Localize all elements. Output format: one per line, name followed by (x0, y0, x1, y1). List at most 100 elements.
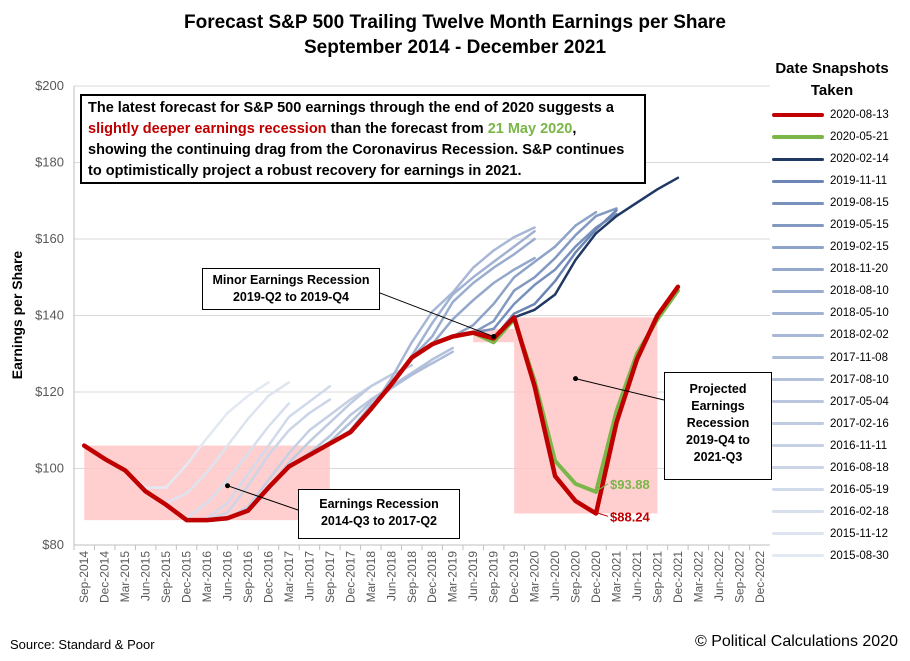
y-tick-label: $140 (35, 308, 64, 323)
legend-label: 2018-08-10 (830, 285, 889, 298)
x-tick-label: Sep-2014 (77, 551, 91, 603)
x-tick-label: Mar-2016 (200, 551, 214, 603)
legend-item-2018-02-02: 2018-02-02 (772, 324, 889, 346)
annotation-pointer-dot (225, 483, 231, 489)
legend-item-2019-08-15: 2019-08-15 (772, 192, 889, 214)
legend-item-2019-05-15: 2019-05-15 (772, 214, 889, 236)
legend-label: 2016-11-11 (830, 439, 888, 452)
annotation-line: Recession (686, 416, 750, 430)
legend-item-2016-05-19: 2016-05-19 (772, 479, 889, 501)
y-axis-label: Earnings per Share (9, 251, 25, 380)
legend-swatch (772, 488, 824, 492)
x-tick-label: Sep-2017 (323, 551, 337, 603)
x-tick-label: Mar-2019 (446, 551, 460, 603)
x-tick-label: Sep-2018 (405, 551, 419, 603)
annotation-line: 2021-Q3 (693, 450, 743, 464)
subtitle-line: September 2014 - December 2021 (303, 37, 607, 58)
x-tick-label: Jun-2018 (384, 551, 398, 601)
x-tick-label: Dec-2017 (343, 551, 357, 603)
annotation-line: Earnings Recession (319, 497, 439, 511)
legend-item-2018-08-10: 2018-08-10 (772, 280, 889, 302)
x-tick-label: Sep-2021 (650, 551, 664, 603)
legend-swatch (772, 510, 824, 514)
legend-label: 2017-11-08 (830, 351, 888, 364)
legend-label: 2015-11-12 (830, 527, 888, 540)
legend-item-2015-08-30: 2015-08-30 (772, 545, 889, 567)
x-tick-label: Dec-2015 (180, 551, 194, 603)
annotation-line: Earnings (691, 399, 745, 413)
y-tick-label: $160 (35, 231, 64, 246)
y-tick-label: $80 (42, 537, 64, 552)
legend-swatch (772, 201, 824, 205)
legend-swatch (772, 113, 824, 118)
annotation-line: Projected (689, 382, 747, 396)
legend-label: 2018-02-02 (830, 329, 889, 342)
legend-label: 2019-08-15 (830, 197, 889, 210)
legend-item-2020-02-14: 2020-02-14 (772, 148, 889, 170)
callout-text-2: than the forecast from (326, 121, 488, 137)
x-tick-label: Mar-2015 (118, 551, 132, 603)
legend-swatch (772, 289, 824, 293)
recession-region (84, 445, 330, 521)
x-tick-label: Mar-2018 (364, 551, 378, 603)
legend-swatch (772, 179, 824, 183)
callout-green-text: 21 May 2020 (487, 121, 573, 137)
legend-item-2019-11-11: 2019-11-11 (772, 170, 889, 192)
legend-swatch (772, 267, 824, 271)
x-tick-label: Dec-2022 (753, 551, 767, 603)
legend-swatch (772, 554, 824, 558)
legend-label: 2017-05-04 (830, 395, 889, 408)
legend-swatch (772, 356, 824, 360)
legend-item-2016-11-11: 2016-11-11 (772, 435, 889, 457)
legend-item-2017-08-10: 2017-08-10 (772, 369, 889, 391)
legend-label: 2019-02-15 (830, 241, 889, 254)
y-tick-label: $180 (35, 155, 64, 170)
legend-item-2019-02-15: 2019-02-15 (772, 236, 889, 258)
x-tick-label: Jun-2017 (302, 551, 316, 601)
legend-item-2015-11-12: 2015-11-12 (772, 523, 889, 545)
source-note: Source: Standard & Poor (10, 637, 155, 652)
minor-recession-annotation: Minor Earnings Recession 2019-Q2 to 2019… (202, 268, 380, 310)
callout-text-1: The latest forecast for S&P 500 earnings… (88, 100, 614, 116)
annotation-line: Minor Earnings Recession (212, 273, 370, 287)
x-tick-label: Jun-2022 (712, 551, 726, 601)
x-tick-label: Jun-2015 (139, 551, 153, 601)
annotation-pointer (575, 378, 665, 401)
x-tick-label: Mar-2021 (609, 551, 623, 603)
earnings-recession-annotation: Earnings Recession 2014-Q3 to 2017-Q2 (298, 489, 460, 539)
legend-item-2020-05-21: 2020-05-21 (772, 126, 889, 148)
x-tick-label: Sep-2016 (241, 551, 255, 603)
chart-title: Forecast S&P 500 Trailing Twelve Month E… (60, 10, 850, 60)
data-label-2020-05-21: $93.88 (610, 477, 650, 492)
summary-callout: The latest forecast for S&P 500 earnings… (80, 94, 646, 184)
x-tick-label: Dec-2018 (425, 551, 439, 603)
legend: 2020-08-13 2020-05-21 2020-02-14 2019-11-11… (772, 104, 889, 567)
data-label-2020-08-13: $88.24 (610, 509, 651, 524)
legend-swatch (772, 422, 824, 426)
x-tick-label: Mar-2017 (282, 551, 296, 603)
legend-swatch (772, 532, 824, 536)
x-tick-label: Dec-2021 (671, 551, 685, 603)
x-tick-label: Dec-2016 (261, 551, 275, 603)
x-tick-label: Jun-2020 (548, 551, 562, 601)
legend-label: 2015-08-30 (830, 549, 889, 562)
data-label-leader (595, 483, 609, 492)
legend-label: 2016-05-19 (830, 483, 889, 496)
title-line: Forecast S&P 500 Trailing Twelve Month E… (183, 12, 727, 33)
x-tick-label: Jun-2019 (466, 551, 480, 601)
legend-item-2017-05-04: 2017-05-04 (772, 391, 889, 413)
legend-label: 2020-08-13 (830, 109, 889, 122)
legend-item-2018-05-10: 2018-05-10 (772, 302, 889, 324)
legend-label: 2020-05-21 (830, 131, 889, 144)
y-tick-label: $100 (35, 461, 64, 476)
annotation-pointer (379, 292, 494, 338)
legend-item-2020-08-13: 2020-08-13 (772, 104, 889, 126)
projected-recession-annotation: Projected Earnings Recession 2019-Q4 to … (664, 372, 772, 480)
legend-swatch (772, 466, 824, 470)
legend-label: 2019-05-15 (830, 219, 889, 232)
y-tick-label: $120 (35, 384, 64, 399)
data-label-leader (595, 512, 609, 517)
annotation-pointer-dot (491, 334, 497, 340)
legend-item-2017-11-08: 2017-11-08 (772, 347, 889, 369)
